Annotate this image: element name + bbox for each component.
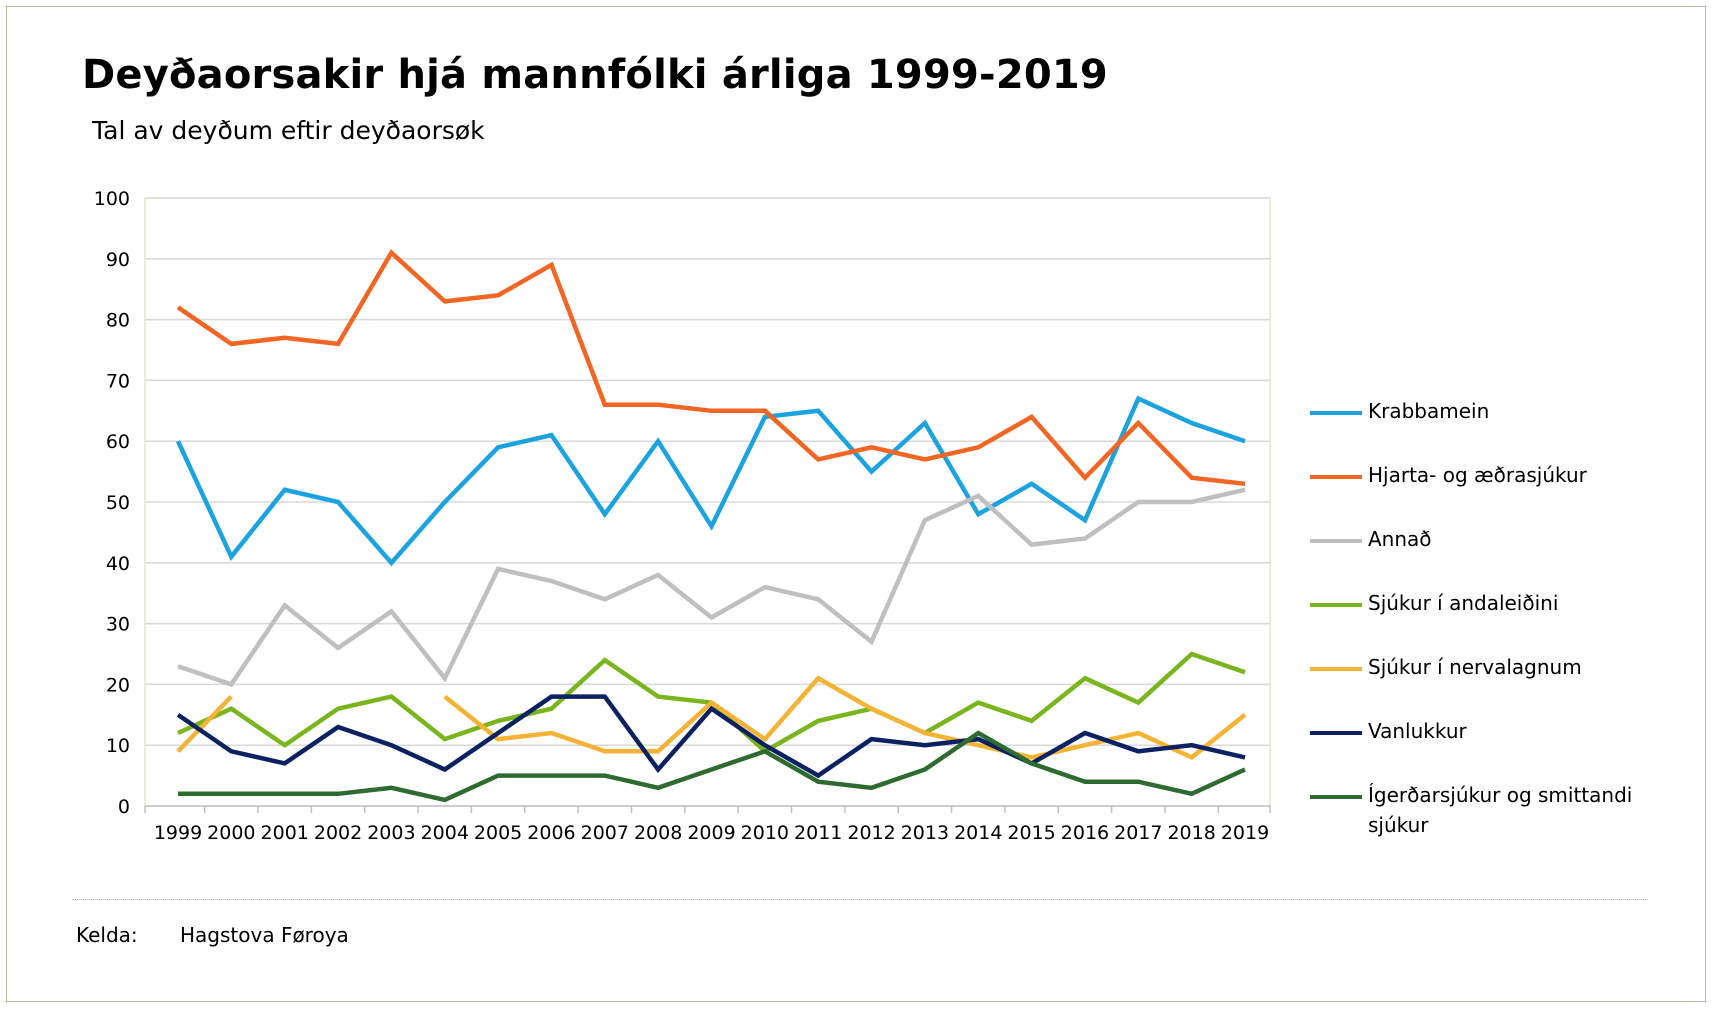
legend-label: Ígerðarsjúkur og smittandi sjúkur — [1368, 783, 1633, 837]
legend-item: Sjúkur í nervalagnum — [1310, 652, 1690, 716]
x-tick-label-2003: 2003 — [367, 822, 415, 844]
chart-frame — [6, 6, 1706, 1002]
x-tick-label-1999: 1999 — [154, 822, 202, 844]
legend-item: Hjarta- og æðrasjúkur — [1310, 460, 1690, 524]
x-tick-label-2007: 2007 — [581, 822, 629, 844]
series-line-sj-kur-nervalagnum — [443, 675, 1247, 761]
x-tick-label-2006: 2006 — [527, 822, 575, 844]
x-tick-label-2011: 2011 — [794, 822, 842, 844]
y-tick-label-80: 80 — [106, 310, 130, 332]
source-divider — [72, 899, 1648, 900]
chart-title: Deyðaorsakir hjá mannfólki árliga 1999-2… — [82, 52, 1108, 98]
x-tick-label-2000: 2000 — [207, 822, 255, 844]
legend-label: Hjarta- og æðrasjúkur — [1368, 463, 1587, 487]
legend-label: Vanlukkur — [1368, 719, 1467, 743]
series-line-krabbamein — [175, 395, 1246, 567]
x-tick-label-2001: 2001 — [261, 822, 309, 844]
x-tick-label-2018: 2018 — [1167, 822, 1215, 844]
x-tick-label-2013: 2013 — [901, 822, 949, 844]
y-tick-label-90: 90 — [106, 249, 130, 271]
legend-label: Sjúkur í andaleiðini — [1368, 591, 1559, 615]
series-line-hjarta-og-rasj-kur — [176, 249, 1246, 487]
legend-swatch — [1310, 603, 1362, 607]
series-line-ger-arsj-kur-og-smittandi-sj-kur — [178, 730, 1246, 803]
series-line-vanlukkur — [176, 694, 1246, 779]
legend-item: Ígerðarsjúkur og smittandi sjúkur — [1310, 780, 1690, 844]
y-tick-label-30: 30 — [106, 614, 130, 636]
source-value: Hagstova Føroya — [180, 923, 349, 947]
y-tick-label-70: 70 — [106, 370, 130, 392]
x-tick-label-2017: 2017 — [1114, 822, 1162, 844]
y-tick-label-20: 20 — [106, 674, 130, 696]
series-line-sj-kur-nervalagnum — [176, 695, 233, 753]
x-tick-label-2019: 2019 — [1221, 822, 1269, 844]
x-tick-label-2014: 2014 — [954, 822, 1002, 844]
x-tick-label-2008: 2008 — [634, 822, 682, 844]
legend-swatch — [1310, 411, 1362, 415]
legend-swatch — [1310, 475, 1362, 479]
x-tick-label-2005: 2005 — [474, 822, 522, 844]
legend-label: Annað — [1368, 527, 1432, 551]
x-tick-label-2012: 2012 — [847, 822, 895, 844]
chart-legend: Krabbamein Hjarta- og æðrasjúkur Annað Sjúk… — [1310, 396, 1690, 844]
x-tick-label-2010: 2010 — [741, 822, 789, 844]
legend-label: Krabbamein — [1368, 399, 1490, 423]
y-tick-label-50: 50 — [106, 492, 130, 514]
legend-item: Vanlukkur — [1310, 716, 1690, 780]
y-tick-label-100: 100 — [94, 188, 130, 210]
x-tick-label-2002: 2002 — [314, 822, 362, 844]
legend-item: Sjúkur í andaleiðini — [1310, 588, 1690, 652]
y-tick-label-60: 60 — [106, 431, 130, 453]
legend-swatch — [1310, 731, 1362, 735]
legend-item: Annað — [1310, 524, 1690, 588]
x-tick-label-2009: 2009 — [687, 822, 735, 844]
legend-swatch — [1310, 667, 1362, 671]
chart-subtitle: Tal av deyðum eftir deyðaorsøk — [92, 116, 485, 145]
x-tick-label-2016: 2016 — [1061, 822, 1109, 844]
x-tick-label-2004: 2004 — [421, 822, 469, 844]
y-tick-label-0: 0 — [118, 796, 130, 818]
legend-swatch — [1310, 795, 1362, 799]
legend-swatch — [1310, 539, 1362, 543]
legend-item: Krabbamein — [1310, 396, 1690, 460]
source-label: Kelda: — [76, 923, 138, 947]
series-line-anna — [177, 487, 1246, 688]
y-tick-label-10: 10 — [106, 735, 130, 757]
legend-label: Sjúkur í nervalagnum — [1368, 655, 1582, 679]
x-tick-label-2015: 2015 — [1007, 822, 1055, 844]
y-tick-label-40: 40 — [106, 553, 130, 575]
